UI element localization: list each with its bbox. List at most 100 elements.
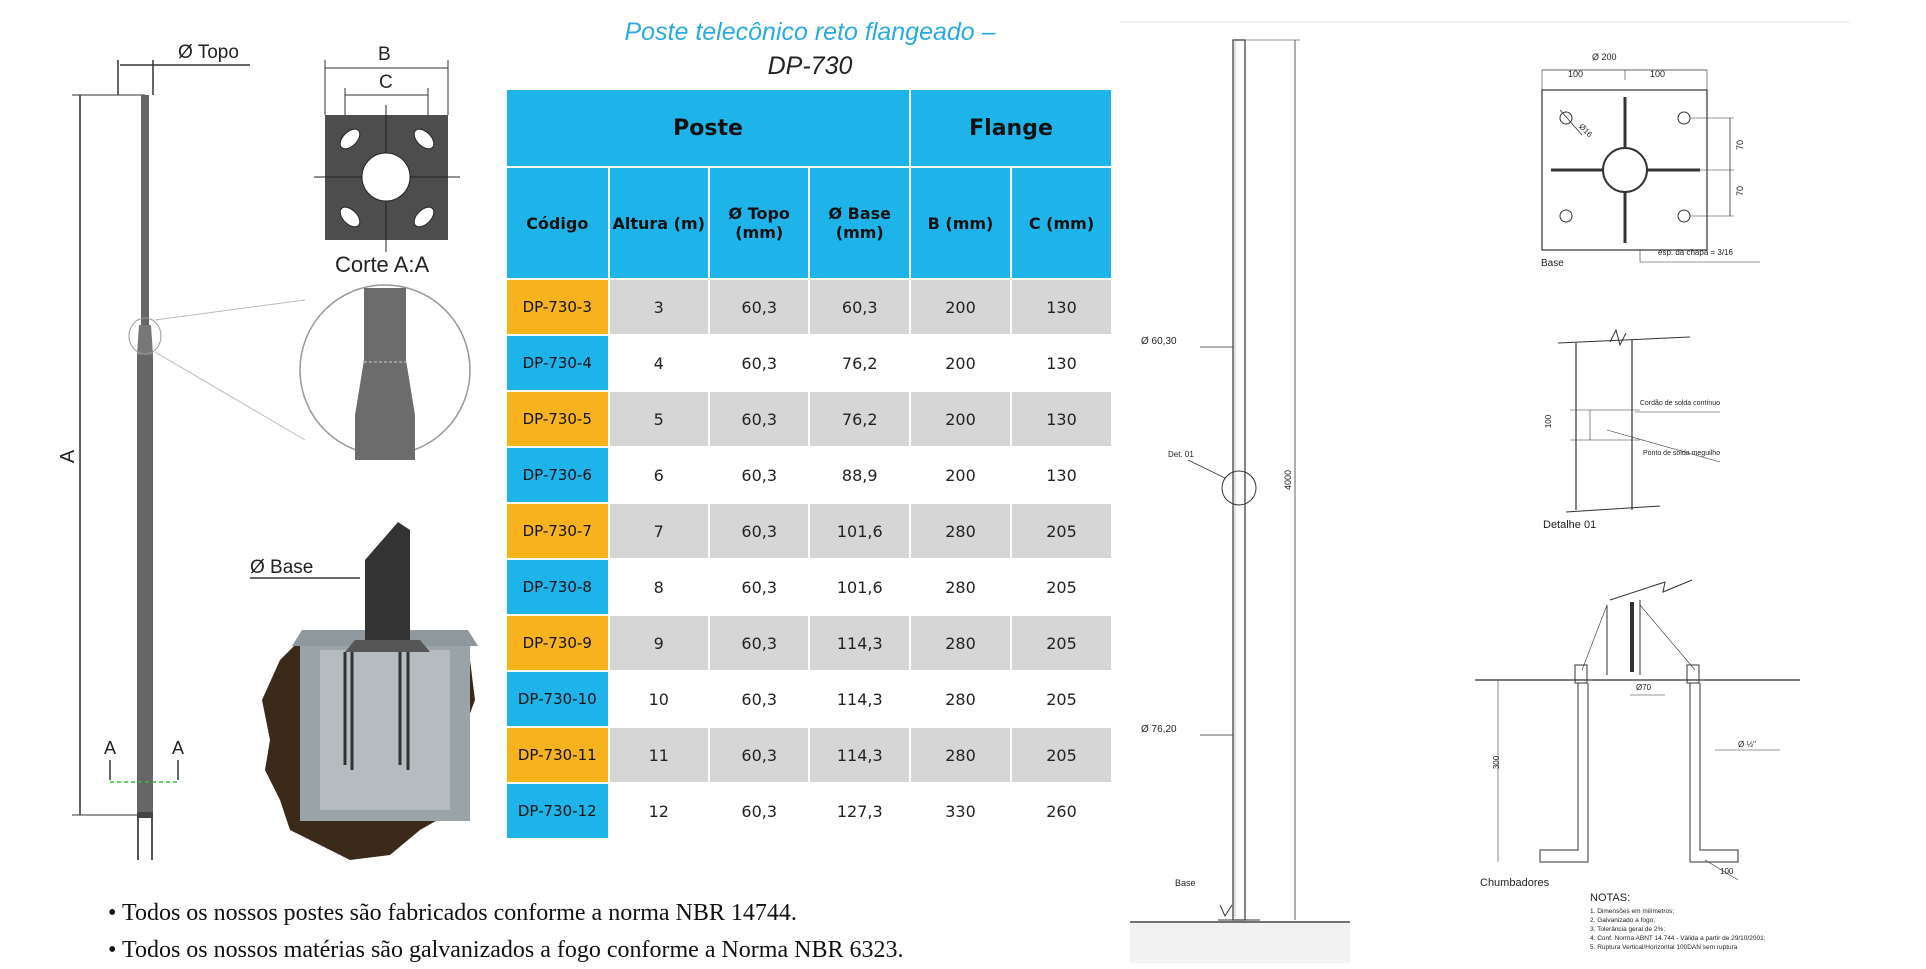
row-b: 200: [909, 278, 1012, 336]
row-topo: 60,3: [707, 390, 811, 448]
row-b: 330: [909, 782, 1012, 840]
bullet-list: • Todos os nossos postes são fabricados …: [108, 895, 903, 969]
col-header-topo: Ø Topo (mm): [707, 166, 811, 280]
row-code: DP-730-10: [505, 670, 610, 728]
row-topo: 60,3: [707, 782, 811, 840]
bullet-item: • Todos os nossos postes são fabricados …: [108, 900, 797, 926]
row-base: 101,6: [808, 502, 911, 560]
row-code: DP-730-3: [505, 278, 610, 336]
c-label: C: [379, 72, 393, 93]
b-label: B: [378, 44, 391, 65]
plate-half-1-label: 100: [1568, 69, 1584, 79]
section-mark-right: A: [172, 738, 185, 758]
table-row: DP-730-7 7 60,3 101,6 280 205: [505, 502, 1113, 560]
row-b: 280: [909, 502, 1012, 560]
title-line-1: Poste telecônico reto flangeado –: [624, 18, 996, 46]
d-half-label: Ø ½": [1738, 740, 1756, 749]
table-row: DP-730-3 3 60,3 60,3 200 130: [505, 278, 1113, 336]
v70a-label: 70: [1735, 139, 1746, 151]
row-topo: 60,3: [707, 502, 811, 560]
chumbadores-label: Chumbadores: [1480, 877, 1550, 889]
nota-item: 1. Dimensões em milímetros;: [1590, 908, 1675, 915]
group-header-poste: Poste: [505, 88, 911, 168]
notas-title: NOTAS:: [1590, 892, 1631, 904]
row-c: 130: [1010, 446, 1113, 504]
base-label: Ø Base: [250, 557, 314, 578]
row-code: DP-730-9: [505, 614, 610, 672]
row-code: DP-730-8: [505, 558, 610, 616]
group-header-flange: Flange: [909, 88, 1113, 168]
plate-half-2-label: 100: [1650, 69, 1666, 79]
table-row: DP-730-10 10 60,3 114,3 280 205: [505, 670, 1113, 728]
bullet-text: Todos os nossos postes são fabricados co…: [121, 900, 797, 926]
table-row: DP-730-12 12 60,3 127,3 330 260: [505, 782, 1113, 840]
topo-label: Ø Topo: [178, 42, 239, 63]
pole-base-label: Base: [1175, 878, 1196, 888]
bullet-item: • Todos os nossos matérias são galvaniza…: [108, 937, 904, 963]
bullet-text: Todos os nossos matérias são galvanizado…: [121, 937, 904, 963]
col-header-altura: Altura (m): [607, 166, 710, 280]
row-code: DP-730-5: [505, 390, 610, 448]
row-altura: 12: [607, 782, 710, 840]
row-altura: 4: [607, 334, 710, 392]
row-c: 205: [1010, 726, 1113, 784]
row-b: 200: [909, 390, 1012, 448]
det-label: Det. 01: [1168, 450, 1194, 459]
row-topo: 60,3: [707, 726, 811, 784]
row-base: 101,6: [808, 558, 911, 616]
row-code: DP-730-7: [505, 502, 610, 560]
table-row: DP-730-8 8 60,3 101,6 280 205: [505, 558, 1113, 616]
row-topo: 60,3: [707, 446, 811, 504]
row-topo: 60,3: [707, 278, 811, 336]
d100b-label: 100: [1720, 867, 1734, 876]
row-b: 280: [909, 726, 1012, 784]
row-base: 114,3: [808, 670, 911, 728]
row-topo: 60,3: [707, 670, 811, 728]
d100-label: 100: [1544, 414, 1554, 429]
d70-label: Ø70: [1636, 683, 1652, 692]
table-row: DP-730-9 9 60,3 114,3 280 205: [505, 614, 1113, 672]
row-code: DP-730-12: [505, 782, 610, 840]
nota-item: 5. Ruptura Vertical/Horizontal 100DAN se…: [1590, 944, 1738, 951]
row-base: 114,3: [808, 614, 911, 672]
row-base: 127,3: [808, 782, 911, 840]
technical-drawing: [1120, 21, 1850, 963]
plate-base-label: Base: [1541, 258, 1564, 269]
row-altura: 9: [607, 614, 710, 672]
row-b: 280: [909, 670, 1012, 728]
row-base: 76,2: [808, 334, 911, 392]
row-c: 130: [1010, 390, 1113, 448]
title-line-2: DP-730: [767, 52, 853, 80]
col-header-c: C (mm): [1010, 166, 1113, 280]
row-c: 205: [1010, 502, 1113, 560]
row-altura: 3: [607, 278, 710, 336]
row-topo: 60,3: [707, 334, 811, 392]
table-row: DP-730-11 11 60,3 114,3 280 205: [505, 726, 1113, 784]
row-code: DP-730-11: [505, 726, 610, 784]
row-c: 205: [1010, 670, 1113, 728]
row-c: 130: [1010, 334, 1113, 392]
esp-label: esp. da chapa = 3/16: [1658, 248, 1733, 257]
pole-drawing: [72, 60, 478, 860]
height-label: 4000: [1283, 469, 1294, 491]
nota-item: 2. Galvanizado a fogo;: [1590, 917, 1656, 924]
detalhe-label: Detalhe 01: [1543, 519, 1597, 531]
ponto-label: Ponto de solda meguilho: [1642, 450, 1720, 457]
section-mark-left: A: [104, 738, 117, 758]
row-code: DP-730-4: [505, 334, 610, 392]
plate-total-label: Ø 200: [1592, 52, 1617, 62]
row-b: 280: [909, 614, 1012, 672]
row-altura: 8: [607, 558, 710, 616]
cordao-label: Cordão de solda contínuo: [1639, 400, 1720, 407]
row-c: 205: [1010, 614, 1113, 672]
nota-item: 4. Conf. Norma ABNT 14.744 - Válida a pa…: [1590, 935, 1766, 942]
row-b: 200: [909, 446, 1012, 504]
a-dimension-label: A: [57, 449, 80, 464]
row-base: 76,2: [808, 390, 911, 448]
row-c: 130: [1010, 278, 1113, 336]
d300-label: 300: [1492, 755, 1502, 770]
d-top-label: Ø 60,30: [1141, 336, 1177, 347]
row-altura: 6: [607, 446, 710, 504]
col-header-codigo: Código: [505, 166, 610, 280]
table-row: DP-730-4 4 60,3 76,2 200 130: [505, 334, 1113, 392]
